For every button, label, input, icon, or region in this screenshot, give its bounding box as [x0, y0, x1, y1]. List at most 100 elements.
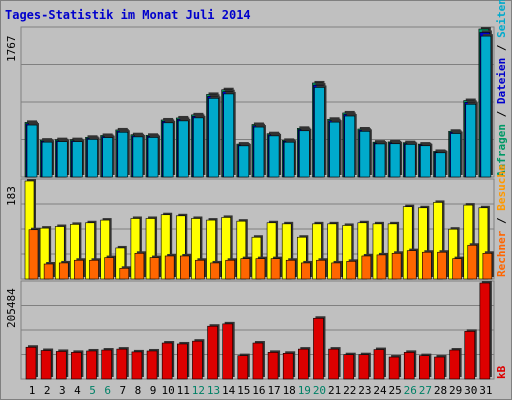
x-tick-label: 24 — [373, 384, 387, 397]
x-tick-label: 6 — [104, 384, 111, 397]
bottom-bar-kbytes — [267, 352, 279, 380]
middle-bar-sites — [270, 258, 281, 280]
top-bar-pages — [359, 131, 371, 178]
top-bar-pages — [193, 117, 204, 178]
middle-bar-sites — [301, 262, 311, 280]
top-bar-pages — [162, 122, 174, 178]
x-tick-label: 27 — [419, 384, 432, 397]
bottom-bar-kbytes — [298, 348, 309, 380]
x-tick-label: 20 — [313, 384, 326, 397]
middle-bar-sites — [119, 267, 130, 280]
x-tick-label: 25 — [388, 384, 401, 397]
top-bar-pages — [480, 35, 492, 178]
middle-bar-sites — [28, 229, 39, 280]
top-bar-pages — [132, 136, 144, 178]
bottom-bar-kbytes — [358, 354, 370, 380]
bottom-bar-kbytes — [403, 352, 415, 380]
middle-bar-sites — [240, 258, 251, 280]
middle-bar-sites — [179, 255, 190, 280]
top-bar-pages — [268, 135, 280, 178]
x-tick-label: 4 — [74, 384, 81, 397]
x-tick-label: 29 — [449, 384, 462, 397]
x-tick-label: 13 — [207, 384, 220, 397]
x-tick-label: 28 — [434, 384, 447, 397]
middle-bar-sites — [376, 254, 387, 280]
x-tick-label: 10 — [162, 384, 175, 397]
bottom-bar-kbytes — [116, 348, 128, 380]
middle-bar-sites — [331, 262, 341, 280]
x-tick-label: 9 — [150, 384, 157, 397]
bottom-bar-kbytes — [207, 325, 218, 380]
bottom-bar-kbytes — [55, 351, 67, 380]
top-bar-pages — [404, 144, 416, 178]
middle-bar-sites — [58, 262, 69, 280]
top-bar-pages — [238, 145, 250, 178]
middle-bar-sites — [255, 258, 266, 280]
bottom-bar-kbytes — [176, 343, 188, 380]
top-bar-pages — [465, 103, 477, 178]
top-bar-pages — [72, 141, 83, 178]
middle-bar-sites — [467, 244, 478, 280]
middle-bar-sites — [406, 250, 417, 280]
x-tick-label: 23 — [358, 384, 371, 397]
x-tick-label: 21 — [328, 384, 341, 397]
bottom-bar-kbytes — [40, 350, 52, 380]
middle-bar-sites — [482, 252, 493, 280]
middle-bar-sites — [149, 257, 160, 280]
bottom-bar-kbytes — [479, 282, 491, 380]
x-tick-label: 22 — [343, 384, 356, 397]
middle-bar-sites — [210, 262, 220, 280]
top-bar-pages — [344, 115, 356, 178]
top-bar-pages — [117, 131, 129, 178]
x-tick-label: 7 — [119, 384, 126, 397]
x-tick-label: 8 — [135, 384, 142, 397]
x-tick-label: 26 — [404, 384, 417, 397]
top-bar-pages — [147, 137, 159, 178]
top-bar-pages — [314, 87, 325, 178]
x-tick-label: 19 — [298, 384, 311, 397]
bottom-bar-kbytes — [464, 331, 476, 380]
bottom-bar-kbytes — [343, 354, 355, 380]
top-bar-pages — [177, 120, 189, 178]
middle-bar-sites — [104, 257, 114, 280]
bottom-bar-kbytes — [434, 356, 445, 380]
bottom-bar-kbytes — [146, 350, 158, 380]
top-bar-pages — [450, 133, 461, 178]
x-tick-label: 16 — [252, 384, 265, 397]
middle-bar-sites — [391, 252, 402, 280]
bottom-bar-kbytes — [419, 355, 430, 380]
x-tick-label: 1 — [29, 384, 36, 397]
top-bar-pages — [283, 141, 295, 178]
bottom-bar-kbytes — [71, 352, 82, 380]
bottom-bar-kbytes — [237, 355, 249, 380]
top-bar-pages — [26, 124, 38, 178]
x-tick-label: 2 — [44, 384, 51, 397]
bottom-bar-kbytes — [222, 323, 233, 380]
x-tick-label: 11 — [177, 384, 190, 397]
bottom-bar-kbytes — [449, 349, 460, 380]
top-bar-pages — [389, 143, 401, 178]
top-bar-pages — [420, 145, 431, 178]
bottom-bar-kbytes — [192, 340, 203, 380]
middle-bar-sites — [316, 259, 326, 280]
top-bar-pages — [435, 152, 446, 178]
middle-bar-sites — [437, 251, 447, 280]
top-bar-pages — [102, 137, 113, 178]
top-bar-pages — [87, 139, 98, 178]
bottom-bar-kbytes — [86, 350, 97, 380]
middle-bar-sites — [422, 251, 432, 280]
top-bar-pages — [374, 143, 386, 178]
top-bar-pages — [299, 130, 310, 178]
middle-bar-sites — [74, 259, 84, 280]
x-tick-label: 14 — [222, 384, 236, 397]
top-bar-pages — [56, 141, 68, 178]
x-tick-label: 12 — [192, 384, 205, 397]
x-tick-label: 31 — [479, 384, 492, 397]
middle-bar-sites — [285, 259, 296, 280]
x-tick-label: 17 — [267, 384, 280, 397]
middle-bar-sites — [134, 252, 145, 280]
middle-bar-sites — [361, 255, 372, 280]
x-tick-label: 18 — [283, 384, 296, 397]
